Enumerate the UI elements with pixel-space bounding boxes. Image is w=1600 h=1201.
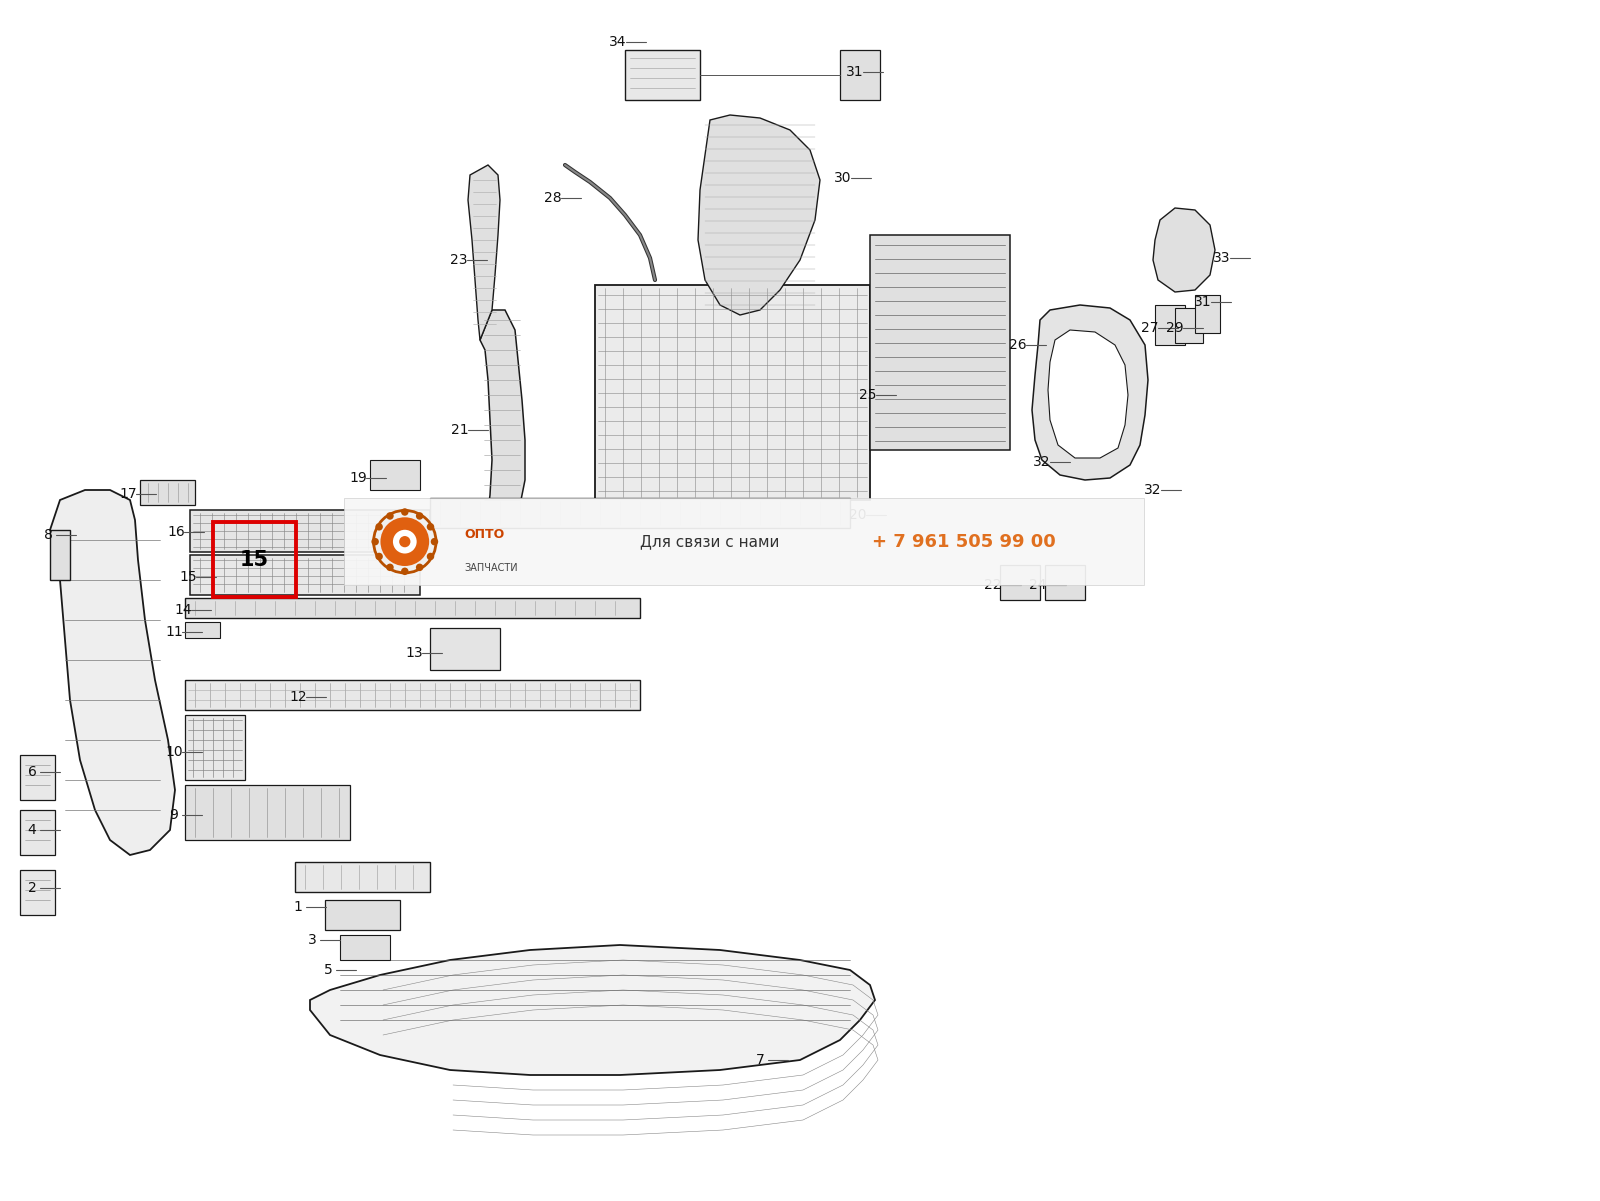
Circle shape: [394, 530, 416, 554]
Polygon shape: [595, 285, 870, 500]
Polygon shape: [341, 936, 390, 960]
Text: 33: 33: [1213, 251, 1230, 265]
Polygon shape: [50, 530, 70, 580]
Text: 9: 9: [170, 808, 179, 821]
Text: 12: 12: [290, 691, 307, 704]
Text: 28: 28: [544, 191, 562, 205]
Text: 15: 15: [179, 570, 197, 584]
Text: 8: 8: [43, 528, 53, 542]
Text: 32: 32: [1144, 483, 1162, 497]
Text: 10: 10: [165, 745, 182, 759]
Text: 24: 24: [1029, 578, 1046, 592]
Polygon shape: [1000, 564, 1040, 600]
Text: 17: 17: [118, 486, 138, 501]
Text: 29: 29: [1166, 321, 1184, 335]
Polygon shape: [430, 628, 501, 670]
Polygon shape: [626, 50, 701, 100]
Polygon shape: [430, 498, 850, 528]
Text: 22: 22: [984, 578, 1002, 592]
Text: 31: 31: [1194, 295, 1211, 309]
Text: 2: 2: [27, 882, 37, 895]
Text: 34: 34: [610, 35, 627, 49]
Polygon shape: [186, 680, 640, 710]
Text: 19: 19: [349, 471, 366, 485]
Polygon shape: [50, 490, 174, 855]
Text: 30: 30: [834, 171, 851, 185]
Circle shape: [376, 552, 382, 560]
Polygon shape: [310, 945, 875, 1075]
Text: 3: 3: [307, 933, 317, 948]
Polygon shape: [21, 870, 54, 915]
Text: 25: 25: [859, 388, 877, 402]
Text: 23: 23: [450, 253, 467, 267]
Polygon shape: [325, 900, 400, 930]
Polygon shape: [840, 50, 880, 100]
Polygon shape: [141, 480, 195, 504]
Circle shape: [416, 563, 424, 572]
Polygon shape: [186, 622, 221, 638]
Polygon shape: [870, 235, 1010, 450]
Circle shape: [381, 518, 429, 566]
Bar: [213, 522, 296, 597]
Circle shape: [373, 510, 437, 573]
Polygon shape: [186, 715, 245, 779]
Text: 4: 4: [27, 823, 37, 837]
Polygon shape: [190, 555, 421, 594]
Text: 13: 13: [405, 646, 422, 661]
Text: 14: 14: [174, 603, 192, 617]
FancyBboxPatch shape: [344, 498, 1144, 585]
Text: 1: 1: [293, 900, 302, 914]
Text: 20: 20: [850, 508, 867, 522]
Text: 5: 5: [323, 963, 333, 976]
Polygon shape: [370, 460, 421, 490]
Polygon shape: [469, 165, 501, 340]
Polygon shape: [698, 115, 821, 315]
Text: 31: 31: [846, 65, 864, 79]
Polygon shape: [1045, 564, 1085, 600]
Circle shape: [386, 563, 394, 572]
Polygon shape: [186, 598, 640, 619]
Polygon shape: [21, 809, 54, 855]
Polygon shape: [294, 862, 430, 892]
Polygon shape: [1154, 208, 1214, 292]
Circle shape: [398, 536, 411, 548]
Text: 16: 16: [166, 525, 186, 539]
Polygon shape: [1048, 330, 1128, 458]
Text: 21: 21: [451, 423, 469, 437]
Polygon shape: [480, 310, 525, 515]
Polygon shape: [186, 785, 350, 839]
Text: + 7 961 505 99 00: + 7 961 505 99 00: [872, 533, 1056, 550]
Polygon shape: [1174, 307, 1203, 343]
Text: 7: 7: [755, 1053, 765, 1066]
Circle shape: [402, 568, 408, 575]
Polygon shape: [190, 510, 430, 552]
Text: ЗАПЧАСТИ: ЗАПЧАСТИ: [464, 562, 518, 573]
Text: 27: 27: [1141, 321, 1158, 335]
Polygon shape: [1155, 305, 1186, 345]
Circle shape: [430, 538, 438, 545]
Circle shape: [376, 524, 382, 531]
Text: 11: 11: [165, 625, 182, 639]
Text: 32: 32: [1034, 455, 1051, 470]
Text: 6: 6: [27, 765, 37, 779]
Circle shape: [371, 538, 379, 545]
Circle shape: [402, 508, 408, 515]
Circle shape: [386, 512, 394, 520]
Text: Для связи с нами: Для связи с нами: [640, 534, 779, 549]
Polygon shape: [1195, 295, 1221, 333]
Circle shape: [416, 512, 424, 520]
Circle shape: [427, 524, 434, 531]
Circle shape: [427, 552, 434, 560]
Polygon shape: [21, 755, 54, 800]
Text: 26: 26: [1010, 337, 1027, 352]
Text: 15: 15: [240, 550, 269, 569]
Text: ОПТО: ОПТО: [464, 528, 504, 542]
Polygon shape: [1032, 305, 1149, 480]
